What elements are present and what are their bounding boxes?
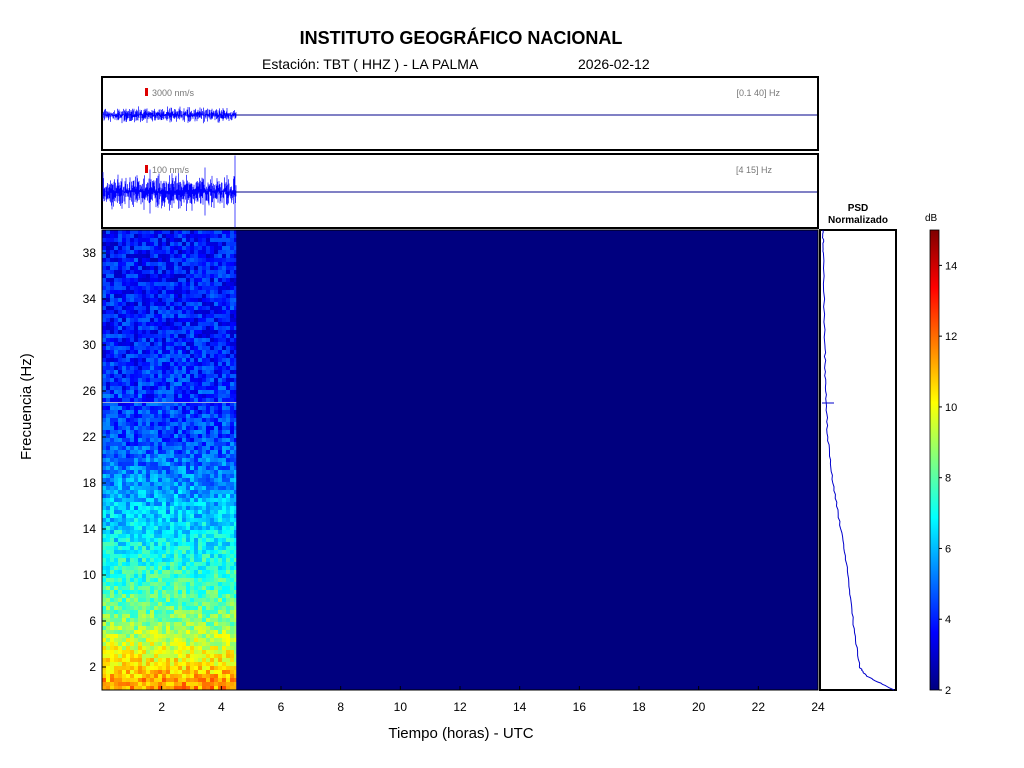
x-tick-label: 12 (453, 700, 467, 714)
y-tick-label: 34 (83, 292, 97, 306)
station-label: Estación: TBT ( HHZ ) - LA PALMA (262, 56, 479, 72)
x-tick-label: 24 (811, 700, 825, 714)
colorbar-tick-label: 4 (945, 614, 951, 626)
x-tick-label: 6 (278, 700, 285, 714)
y-tick-label: 18 (83, 476, 97, 490)
y-tick-label: 6 (89, 614, 96, 628)
colorbar-tick-label: 10 (945, 402, 957, 414)
colorbar-tick-label: 6 (945, 543, 951, 555)
scale-bar-1 (145, 88, 148, 96)
trace-2-scale-label: 100 nm/s (152, 165, 190, 175)
psd-curve (821, 229, 895, 691)
x-tick-label: 2 (158, 700, 165, 714)
y-tick-label: 2 (89, 660, 96, 674)
colorbar-tick-label: 8 (945, 473, 951, 485)
seismic-trace (102, 106, 237, 124)
seismic-trace (102, 155, 237, 228)
psd-title-line1: PSD (847, 203, 869, 214)
x-tick-label: 22 (752, 700, 766, 714)
trace-2-band-label: [4 15] Hz (736, 165, 773, 175)
colorbar-tick-label: 14 (945, 260, 957, 272)
x-tick-label: 14 (513, 700, 527, 714)
y-tick-label: 26 (83, 384, 97, 398)
x-tick-label: 20 (692, 700, 706, 714)
x-axis-label: Tiempo (horas) - UTC (388, 725, 534, 742)
psd-title-line2: Normalizado (827, 215, 888, 226)
colorbar: 2 4 6 8 10 12 14 (929, 229, 957, 697)
x-tick-label: 18 (632, 700, 646, 714)
colorbar-tick-label: 2 (945, 685, 951, 697)
trace-1-band-label: [0.1 40] Hz (736, 88, 780, 98)
y-axis-label: Frecuencia (Hz) (18, 353, 35, 460)
x-tick-label: 8 (337, 700, 344, 714)
x-tick-label: 10 (394, 700, 408, 714)
y-tick-label: 22 (83, 430, 97, 444)
colorbar-unit-label: dB (925, 213, 938, 224)
trace-panel-filtered: 100 nm/s [4 15] Hz (101, 153, 819, 229)
y-tick-label: 38 (83, 246, 97, 260)
page-title: INSTITUTO GEOGRÁFICO NACIONAL (299, 28, 623, 48)
colorbar-tick-label: 12 (945, 331, 957, 343)
y-tick-label: 14 (83, 522, 97, 536)
y-tick-label: 30 (83, 338, 97, 352)
x-tick-label: 16 (573, 700, 587, 714)
x-tick-label: 4 (218, 700, 225, 714)
y-tick-label: 10 (83, 568, 97, 582)
scale-bar-2 (145, 165, 148, 173)
psd-title: PSD Normalizado (820, 203, 896, 227)
trace-panel-broadband: 3000 nm/s [0.1 40] Hz (101, 76, 819, 151)
date-label: 2026-02-12 (578, 56, 650, 72)
trace-1-scale-label: 3000 nm/s (152, 88, 195, 98)
psd-panel (819, 229, 897, 691)
